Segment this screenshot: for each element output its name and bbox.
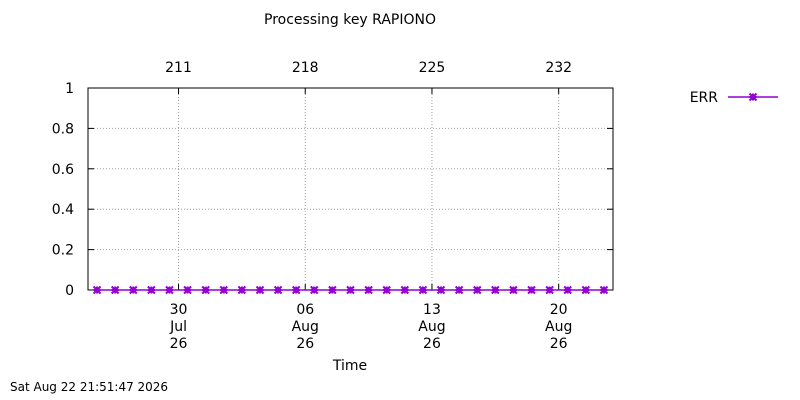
y-tick-label: 0.8	[52, 121, 74, 137]
data-point	[237, 285, 247, 295]
data-point	[129, 285, 138, 295]
data-point	[110, 285, 120, 295]
data-point	[165, 285, 174, 295]
data-point	[328, 285, 337, 295]
timestamp-footer: Sat Aug 22 21:51:47 2026	[10, 380, 168, 394]
data-point	[581, 285, 591, 295]
y-tick-label: 1	[65, 81, 74, 97]
data-point	[418, 285, 428, 295]
data-point	[310, 285, 319, 295]
x-tick-label: 13 Aug 26	[418, 302, 445, 352]
y-tick-label: 0.4	[52, 202, 74, 218]
x-axis-label: Time	[332, 358, 367, 374]
data-point	[599, 285, 609, 295]
data-point	[364, 285, 373, 295]
data-point	[273, 285, 283, 295]
x-tick-label: 30 Jul 26	[169, 302, 187, 352]
y-tick-label: 0.6	[52, 162, 74, 178]
y-tick-label: 0.2	[52, 243, 74, 259]
data-point	[291, 285, 301, 295]
legend-marker	[748, 92, 758, 102]
data-point	[400, 285, 410, 295]
data-point	[527, 285, 536, 295]
data-point	[255, 285, 265, 295]
chart-title: Processing key RAPIONO	[264, 12, 436, 28]
x2-tick-label: 211	[165, 60, 192, 76]
data-point	[491, 285, 500, 295]
data-point	[147, 285, 156, 295]
data-point	[454, 285, 464, 295]
data-point	[473, 285, 482, 295]
data-point	[346, 285, 355, 295]
data-point	[183, 285, 192, 295]
data-point	[382, 285, 391, 295]
data-point	[219, 285, 228, 295]
x-tick-label: 20 Aug 26	[545, 302, 572, 352]
x2-tick-label: 232	[545, 60, 572, 76]
legend-label: ERR	[690, 90, 719, 106]
data-point	[92, 285, 102, 295]
x2-tick-label: 225	[419, 60, 446, 76]
data-point	[545, 285, 554, 295]
x-tick-label: 06 Aug 26	[292, 302, 319, 352]
data-point	[201, 285, 210, 295]
data-point	[563, 285, 572, 295]
x2-tick-label: 218	[292, 60, 319, 76]
data-point	[436, 285, 446, 295]
data-point	[509, 285, 518, 295]
y-tick-label: 0	[65, 283, 74, 299]
